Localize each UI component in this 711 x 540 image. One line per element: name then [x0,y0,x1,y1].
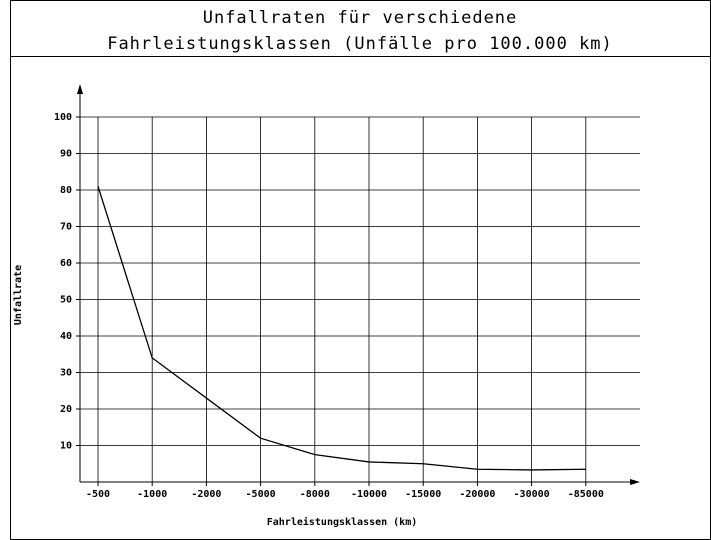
x-tick-label: -500 [86,489,110,500]
y-tick-label: 100 [54,112,72,123]
x-axis-label: Fahrleistungsklassen (km) [267,516,418,528]
x-tick-label: -30000 [514,489,550,500]
data-line [97,186,586,471]
y-tick-label: 40 [60,331,72,342]
frame [10,0,711,540]
x-tick-label: -1000 [137,489,167,500]
y-tick-label: 30 [60,368,72,379]
x-tick-label: -15000 [405,489,441,500]
y-tick-label: 80 [60,185,72,196]
x-tick-label: -5000 [246,489,276,500]
x-tick-label: -20000 [459,489,495,500]
y-tick-label: 50 [60,295,72,306]
x-axis-arrow [630,479,640,485]
y-axis-arrow [77,84,83,94]
y-tick-label: 70 [60,222,72,233]
y-tick-label: 20 [60,404,72,415]
x-tick-label: -85000 [568,489,604,500]
chart-subtitle: Fahrleistungsklassen (Unfälle pro 100.00… [107,34,613,54]
y-tick-label: 60 [60,258,72,269]
y-tick-label: 90 [60,149,72,160]
y-axis-label: Unfallrate [13,265,24,325]
chart-title: Unfallraten für verschiedene [203,8,518,28]
x-tick-label: -2000 [191,489,221,500]
x-tick-label: -10000 [351,489,387,500]
y-tick-label: 10 [60,441,72,452]
x-tick-label: -8000 [300,489,330,500]
